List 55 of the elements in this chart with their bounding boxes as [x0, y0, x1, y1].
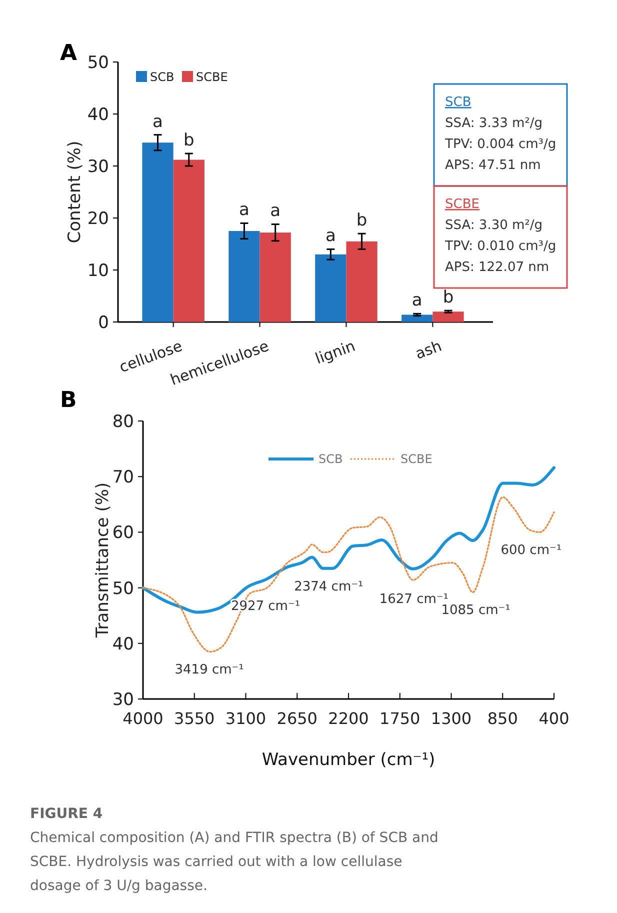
y-tick-label: 30: [87, 156, 109, 177]
annotation: a: [152, 112, 163, 132]
legend-label: SCB: [318, 452, 343, 466]
bar: [228, 231, 260, 322]
x-tick-label: 1750: [380, 709, 420, 728]
y-axis-title: Content (%): [65, 140, 85, 244]
x-tick-label: 1300: [430, 709, 472, 728]
x-tick-label: 2200: [328, 709, 369, 728]
y-tick-label: 0: [98, 312, 109, 333]
x-tick-label: 400: [538, 709, 570, 728]
annotation: b: [442, 288, 454, 308]
x-tick-label: 850: [487, 709, 518, 728]
annotation: b: [183, 130, 194, 151]
bar: [346, 241, 378, 322]
legend-label: SCB: [150, 70, 174, 84]
y-tick-label: 10: [87, 260, 109, 281]
y-tick-label: 40: [112, 634, 134, 654]
annotation: 600 cm⁻¹: [500, 543, 562, 558]
chart-title: A: [60, 41, 78, 66]
bar: [432, 312, 464, 322]
annotation: 2374 cm⁻¹: [294, 579, 364, 594]
y-tick-label: 20: [87, 208, 109, 229]
text: Chemical composition (A) and FTIR spectra (B) of SCB and SCBE. Hydrolysis was carried out with a low cellulase dosage of 3 U/g bagasse.: [30, 830, 438, 894]
annotation: SCBE SSA: 3.30 m²/g TPV: 0.010 cm³/g APS: 122.07 nm: [444, 197, 556, 275]
x-tick-label: 3550: [174, 709, 215, 728]
y-axis-title: Transmittance (%): [93, 482, 113, 639]
x-tick-label: 2650: [276, 709, 318, 728]
bar: [142, 142, 174, 322]
x-tick-label: 4000: [122, 709, 164, 728]
y-tick-label: 50: [87, 52, 109, 73]
y-tick-label: 60: [112, 523, 134, 544]
x-tick-label: lignin: [312, 336, 358, 368]
y-tick-label: 70: [112, 468, 134, 488]
y-tick-label: 80: [112, 412, 134, 432]
x-tick-label: 3100: [225, 709, 266, 728]
chart-title: B: [60, 388, 77, 413]
x-axis-title: Wavenumber (cm⁻¹): [262, 750, 436, 770]
y-tick-label: 50: [112, 578, 134, 599]
bar: [315, 254, 346, 322]
annotation: a: [239, 200, 250, 220]
annotation: a: [270, 201, 281, 222]
annotation: SCB SSA: 3.33 m²/g TPV: 0.004 cm³/g APS: 47.51 nm: [444, 95, 556, 173]
annotation: b: [356, 210, 368, 231]
annotation: 3419 cm⁻¹: [174, 662, 244, 678]
bar: [173, 160, 204, 322]
annotation: a: [412, 290, 422, 311]
bar: [402, 314, 433, 322]
bar: [260, 232, 291, 322]
annotation: a: [325, 226, 336, 246]
legend-label: SCBE: [400, 452, 432, 466]
legend-label: SCBE: [196, 70, 228, 84]
y-tick-label: 40: [87, 104, 109, 125]
x-tick-label: ash: [412, 336, 444, 363]
y-tick-label: 30: [112, 690, 134, 710]
caption: FIGURE 4: [30, 806, 103, 822]
